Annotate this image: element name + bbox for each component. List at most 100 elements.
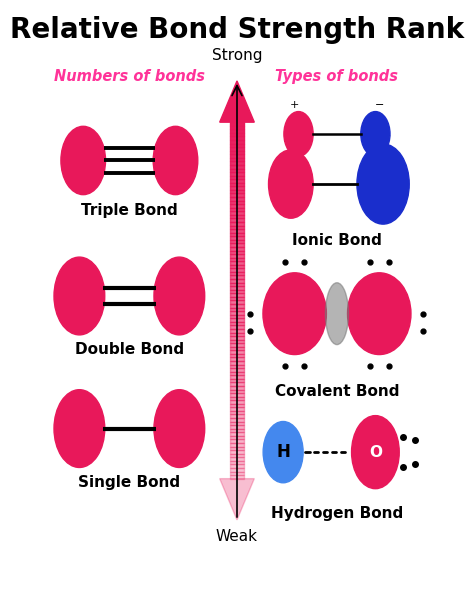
Bar: [230, 129, 244, 133]
Bar: [230, 197, 244, 201]
Bar: [230, 265, 244, 268]
Bar: [230, 158, 244, 162]
Bar: [230, 155, 244, 158]
Bar: [230, 286, 244, 289]
Circle shape: [154, 257, 205, 335]
Circle shape: [54, 257, 105, 335]
Bar: [230, 326, 244, 329]
Bar: [230, 361, 244, 365]
Bar: [230, 250, 244, 254]
Bar: [230, 194, 244, 197]
Bar: [230, 275, 244, 279]
Text: +: +: [283, 137, 292, 147]
Bar: [230, 211, 244, 215]
Bar: [230, 432, 244, 436]
Bar: [230, 436, 244, 439]
Bar: [230, 439, 244, 443]
Bar: [230, 382, 244, 386]
Bar: [230, 414, 244, 418]
Bar: [230, 147, 244, 151]
Bar: [230, 468, 244, 472]
Bar: [230, 304, 244, 308]
Bar: [230, 201, 244, 204]
FancyArrow shape: [220, 479, 254, 520]
Bar: [230, 464, 244, 468]
Bar: [230, 151, 244, 155]
Bar: [230, 453, 244, 457]
Circle shape: [284, 111, 313, 156]
Circle shape: [263, 422, 303, 483]
Bar: [230, 169, 244, 172]
Bar: [230, 243, 244, 247]
Bar: [230, 122, 244, 126]
Bar: [230, 322, 244, 326]
Circle shape: [352, 416, 399, 488]
Bar: [230, 272, 244, 275]
Circle shape: [269, 150, 313, 218]
Text: Weak: Weak: [216, 529, 258, 543]
Text: Numbers of bonds: Numbers of bonds: [54, 69, 205, 84]
Circle shape: [61, 126, 106, 195]
Bar: [230, 461, 244, 464]
Bar: [230, 368, 244, 372]
Bar: [230, 404, 244, 407]
Bar: [230, 393, 244, 397]
Bar: [230, 347, 244, 350]
Bar: [230, 282, 244, 286]
Bar: [230, 165, 244, 169]
Bar: [230, 400, 244, 404]
Circle shape: [153, 126, 198, 195]
Text: Covalent Bond: Covalent Bond: [275, 384, 399, 400]
Bar: [230, 136, 244, 140]
Bar: [230, 425, 244, 429]
Bar: [230, 289, 244, 293]
Bar: [230, 300, 244, 304]
Bar: [230, 226, 244, 229]
Bar: [230, 293, 244, 297]
Bar: [230, 247, 244, 250]
Ellipse shape: [347, 273, 411, 355]
Text: Relative Bond Strength Rank: Relative Bond Strength Rank: [10, 16, 464, 44]
Text: H: H: [276, 443, 290, 461]
Circle shape: [54, 390, 105, 468]
Bar: [230, 450, 244, 453]
Bar: [230, 429, 244, 432]
Bar: [230, 229, 244, 233]
Bar: [230, 176, 244, 179]
Text: Hydrogen Bond: Hydrogen Bond: [271, 506, 403, 522]
Bar: [230, 179, 244, 183]
Bar: [230, 186, 244, 190]
Circle shape: [361, 111, 390, 156]
Text: Strong: Strong: [212, 49, 262, 63]
Bar: [230, 208, 244, 211]
Bar: [230, 133, 244, 136]
Bar: [230, 172, 244, 176]
Bar: [230, 457, 244, 461]
Bar: [230, 358, 244, 361]
Bar: [230, 218, 244, 222]
Bar: [230, 390, 244, 393]
Bar: [230, 240, 244, 243]
Bar: [230, 343, 244, 347]
Bar: [230, 215, 244, 218]
Bar: [230, 140, 244, 144]
Text: −: −: [382, 131, 392, 141]
Bar: [230, 258, 244, 261]
Bar: [230, 126, 244, 129]
Bar: [230, 204, 244, 208]
Bar: [230, 318, 244, 322]
Bar: [230, 365, 244, 368]
Bar: [230, 297, 244, 300]
Circle shape: [154, 390, 205, 468]
Bar: [230, 268, 244, 272]
Bar: [230, 329, 244, 333]
Bar: [230, 446, 244, 450]
Bar: [230, 372, 244, 375]
Bar: [230, 236, 244, 240]
Bar: [230, 144, 244, 147]
Text: O: O: [369, 445, 382, 459]
Text: Ionic Bond: Ionic Bond: [292, 233, 382, 248]
Bar: [230, 183, 244, 186]
Bar: [230, 190, 244, 194]
Bar: [230, 397, 244, 400]
